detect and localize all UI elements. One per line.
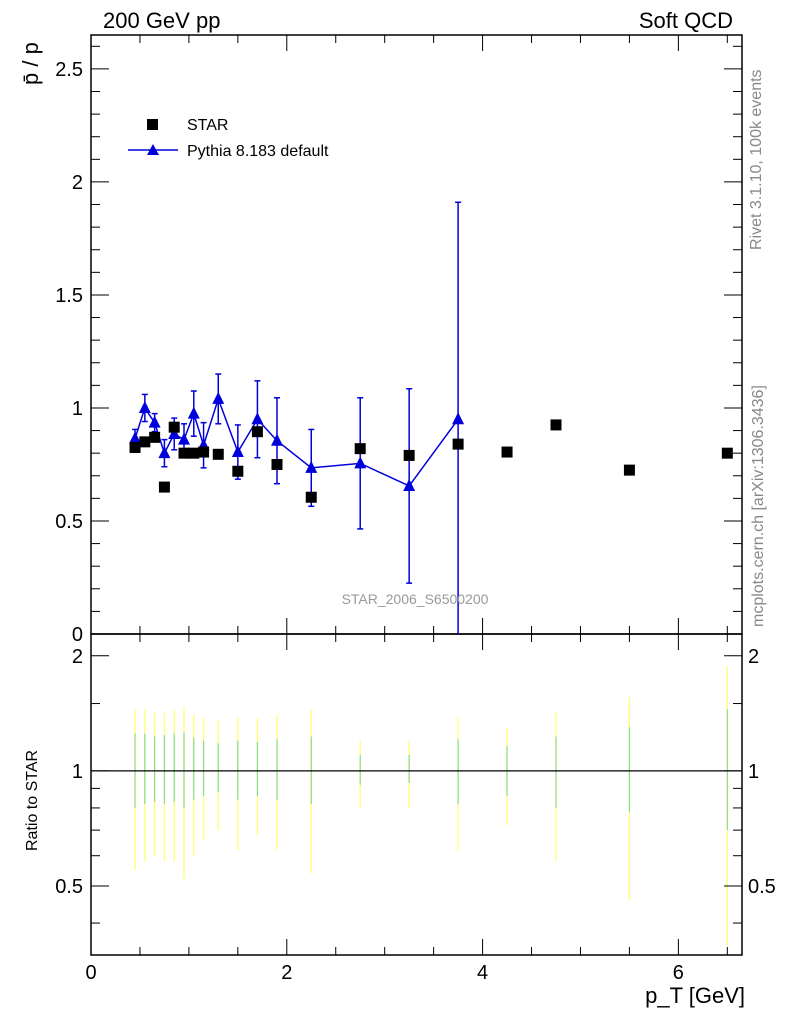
star-point (212, 448, 224, 460)
star-point (403, 449, 415, 461)
main-axis-ticks: 0 0.5 1 1.5 2 2.5 (55, 35, 742, 646)
ratio-axis-ticks: 0.5 0.5 1 1 2 2 0 2 4 6 (55, 634, 776, 984)
legend: STAR Pythia 8.183 default (128, 117, 329, 160)
star-point (271, 458, 283, 470)
pythia-point (168, 426, 181, 439)
pythia-point (187, 406, 200, 419)
star-point (550, 419, 562, 431)
ratio-y-tick-label-right: 2 (748, 646, 759, 668)
x-tick-label: 6 (673, 962, 684, 984)
x-tick-label: 0 (85, 962, 96, 984)
star-point (139, 436, 151, 448)
header-left: 200 GeV pp (103, 8, 220, 33)
reference-label: STAR_2006_S6500200 (342, 591, 489, 607)
star-point (251, 426, 263, 438)
y-tick-label: 0.5 (55, 511, 83, 533)
ratio-y-tick-label-right: 0.5 (748, 876, 776, 898)
ratio-y-axis-label: Ratio to STAR (24, 750, 41, 851)
y-tick-label: 1 (72, 398, 83, 420)
ratio-y-tick-label: 2 (72, 646, 83, 668)
pythia-point (354, 456, 367, 469)
x-axis-label: p_T [GeV] (645, 983, 745, 1008)
pythia-point (212, 391, 225, 404)
star-point (305, 491, 317, 503)
ratio-y-tick-label-right: 1 (748, 761, 759, 783)
legend-pythia-marker (147, 144, 159, 155)
star-point (158, 481, 170, 493)
star-point (354, 443, 366, 455)
x-tick-label: 4 (477, 962, 488, 984)
header-right: Soft QCD (639, 8, 733, 33)
star-point (501, 446, 513, 458)
star-point (623, 464, 635, 476)
y-tick-label: 0 (72, 624, 83, 646)
pythia-point (138, 400, 151, 413)
legend-star-label: STAR (187, 117, 228, 134)
star-point (129, 442, 141, 454)
pythia-point (305, 460, 318, 473)
pythia-point (403, 478, 416, 491)
main-y-axis-label: p̄ / p (18, 42, 43, 85)
pythia-point (231, 445, 244, 458)
star-series (129, 419, 733, 503)
pythia-point (178, 432, 190, 445)
rivet-label: Rivet 3.1.10, 100k events (748, 69, 765, 250)
x-axis-label-main: p_T [GeV] (645, 983, 745, 1008)
y-tick-label: 1.5 (55, 285, 83, 307)
x-tick-label: 2 (281, 962, 292, 984)
pythia-point (452, 412, 465, 425)
ratio-plot-frame (90, 633, 743, 956)
star-point (188, 447, 200, 459)
mcplots-label: mcplots.cern.ch [arXiv:1306.3436] (750, 385, 767, 627)
star-point (178, 447, 190, 459)
star-point (721, 447, 733, 459)
y-tick-label: 2 (72, 172, 83, 194)
legend-star-marker (147, 119, 158, 130)
ratio-y-tick-label: 1 (72, 761, 83, 783)
star-point (232, 465, 244, 477)
legend-pythia-label: Pythia 8.183 default (187, 143, 329, 160)
pythia-point (158, 446, 171, 459)
star-point (198, 446, 210, 458)
pythia-point (148, 415, 161, 428)
pythia-point (271, 433, 283, 446)
star-point (452, 438, 464, 450)
pythia-point (129, 431, 142, 444)
y-tick-label: 2.5 (55, 59, 83, 81)
ratio-y-tick-label: 0.5 (55, 876, 83, 898)
pythia-series (129, 201, 465, 634)
star-point (168, 421, 180, 433)
star-point (149, 431, 161, 443)
pythia-point (251, 412, 264, 425)
ratio-uncertainty-bands (134, 666, 728, 946)
